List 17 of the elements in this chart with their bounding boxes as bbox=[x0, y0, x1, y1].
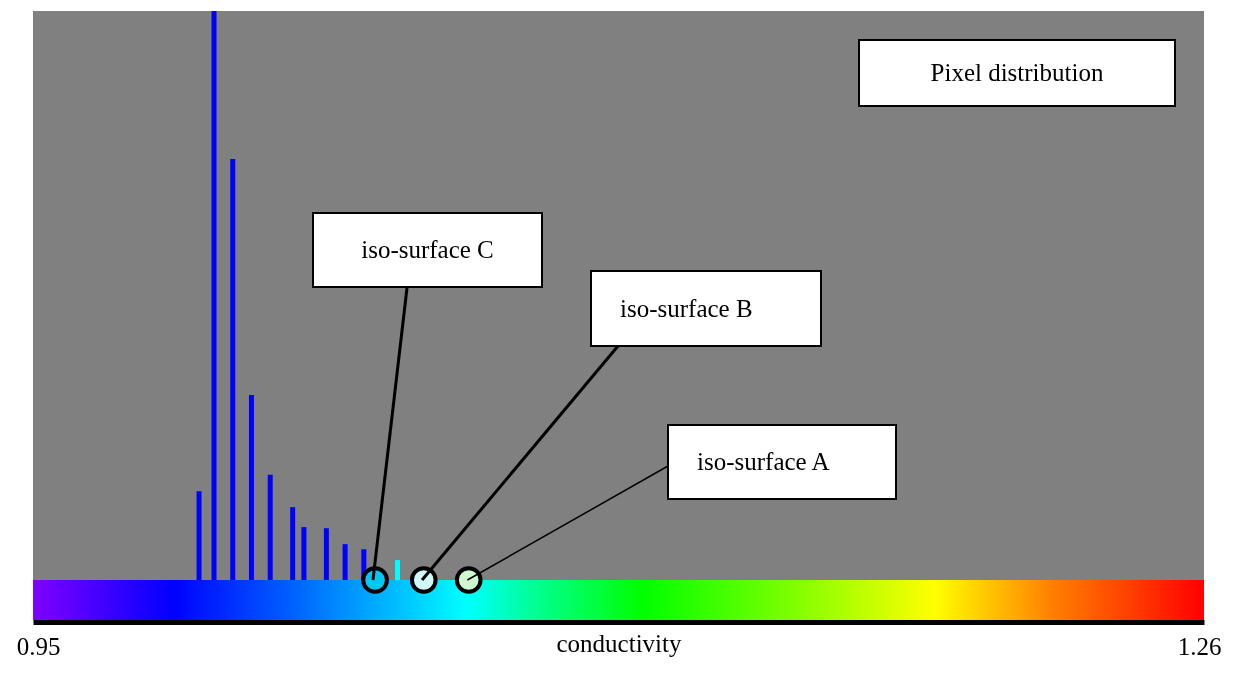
x-axis-title: conductivity bbox=[556, 629, 682, 657]
bar bbox=[267, 474, 273, 580]
bar bbox=[211, 11, 217, 580]
x-tick-label: 0.95 bbox=[16, 632, 61, 660]
x-tick-label: 1.26 bbox=[1177, 632, 1222, 660]
text-box: iso-surface C bbox=[312, 212, 543, 288]
bar bbox=[301, 527, 307, 580]
bar bbox=[342, 544, 348, 580]
bar bbox=[230, 158, 236, 580]
text-box: iso-surface B bbox=[590, 270, 822, 347]
bar bbox=[248, 395, 254, 580]
text-box: Pixel distribution bbox=[858, 39, 1176, 107]
bar bbox=[290, 507, 296, 580]
bar bbox=[196, 491, 202, 580]
bar bbox=[395, 560, 401, 580]
text-box: iso-surface A bbox=[667, 424, 897, 500]
bar bbox=[323, 528, 329, 580]
